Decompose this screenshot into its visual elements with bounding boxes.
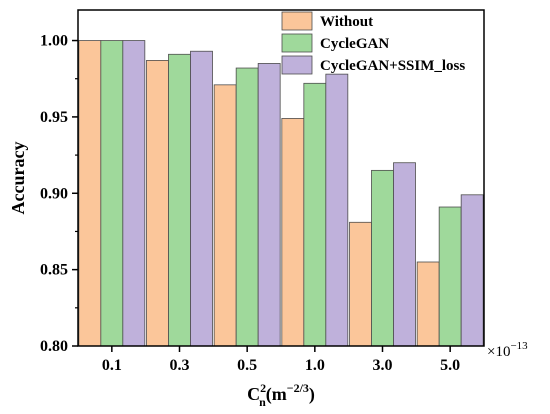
legend-swatch bbox=[281, 11, 313, 31]
x-axis-ticks: 0.1 0.3 0.5 1.0 3.0 5.0 bbox=[102, 346, 460, 374]
y-tick-label: 1.00 bbox=[40, 33, 68, 50]
bar-without-0.1 bbox=[78, 40, 102, 347]
x-tick-label: 1.0 bbox=[305, 357, 325, 374]
legend-label: Without bbox=[320, 14, 373, 30]
bar-cyclegan-ssim-loss-0.5 bbox=[257, 63, 281, 347]
x-tick-label: 3.0 bbox=[373, 357, 393, 374]
x-axis-unit-open: (m bbox=[266, 384, 287, 405]
bar-cyclegan-ssim-loss-1.0 bbox=[325, 73, 349, 347]
x-axis-multiplier-base: ×10 bbox=[487, 344, 510, 360]
legend-label: CycleGAN bbox=[320, 36, 389, 52]
y-tick-label: 0.90 bbox=[40, 185, 68, 202]
x-axis-symbol-subscript: n bbox=[259, 395, 266, 409]
plot-area-frame bbox=[77, 9, 485, 347]
bar-without-5.0 bbox=[416, 261, 440, 347]
legend-swatch bbox=[281, 33, 313, 53]
bar-cyclegan-3.0 bbox=[371, 169, 394, 347]
y-axis-title: Accuracy bbox=[8, 142, 28, 215]
bar-cyclegan-0.3 bbox=[168, 53, 191, 347]
x-axis-multiplier: ×10−13 bbox=[487, 340, 528, 360]
x-axis-unit-close: ) bbox=[309, 384, 315, 405]
bar-without-1.0 bbox=[281, 118, 305, 347]
x-tick-label: 0.1 bbox=[102, 357, 122, 374]
bar-cyclegan-1.0 bbox=[303, 82, 327, 347]
x-tick-label: 5.0 bbox=[440, 357, 460, 374]
legend: Without CycleGAN CycleGAN+SSIM_loss bbox=[281, 11, 465, 75]
legend-label: CycleGAN+SSIM_loss bbox=[320, 58, 465, 74]
x-axis-unit-exponent: −2/3 bbox=[287, 381, 309, 395]
y-tick-label: 0.85 bbox=[40, 262, 68, 279]
legend-swatch bbox=[281, 55, 313, 75]
bar-cyclegan-0.5 bbox=[235, 67, 259, 347]
bar-cyclegan-ssim-loss-5.0 bbox=[460, 194, 484, 347]
x-tick-label: 0.5 bbox=[237, 357, 257, 374]
y-tick-label: 0.80 bbox=[40, 338, 68, 355]
bar-cyclegan-5.0 bbox=[438, 206, 462, 347]
y-tick-label: 0.95 bbox=[40, 109, 68, 126]
x-axis-symbol: C bbox=[247, 384, 260, 404]
bar-cyclegan-0.1 bbox=[100, 40, 124, 347]
bar-cyclegan-ssim-loss-3.0 bbox=[393, 162, 416, 347]
bar-cyclegan-ssim-loss-0.1 bbox=[122, 40, 146, 347]
x-tick-label: 0.3 bbox=[170, 357, 190, 374]
x-axis-multiplier-exponent: −13 bbox=[510, 340, 528, 352]
bars-group bbox=[78, 40, 484, 347]
bar-without-0.3 bbox=[146, 60, 169, 347]
x-axis-title: C2 n(m−2/3) bbox=[247, 381, 315, 409]
bar-without-3.0 bbox=[349, 221, 372, 347]
bar-cyclegan-ssim-loss-0.3 bbox=[190, 50, 213, 347]
y-axis-ticks: 0.80 0.85 0.90 0.95 1.00 bbox=[40, 33, 78, 355]
bar-without-0.5 bbox=[213, 84, 237, 347]
x-axis-symbol-superscript: 2 bbox=[260, 381, 266, 395]
